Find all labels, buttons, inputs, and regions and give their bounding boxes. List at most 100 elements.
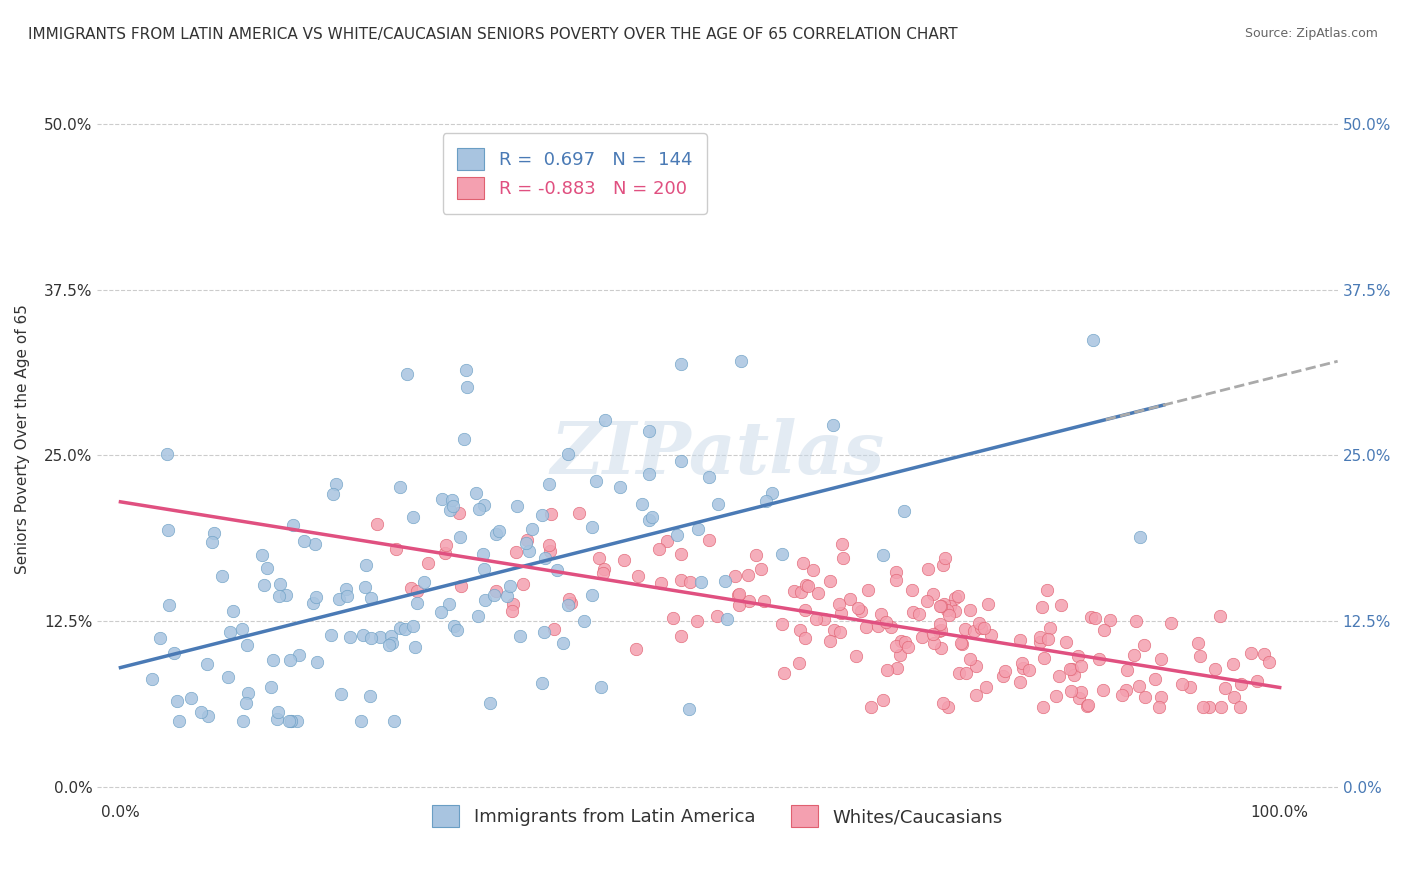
- Point: [770, 616, 793, 631]
- Point: [531, 675, 554, 690]
- Point: [641, 509, 664, 524]
- Point: [818, 634, 841, 648]
- Point: [849, 604, 872, 618]
- Point: [335, 582, 357, 596]
- Point: [534, 551, 557, 566]
- Point: [797, 579, 820, 593]
- Point: [274, 588, 297, 602]
- Point: [266, 712, 288, 726]
- Point: [807, 586, 830, 600]
- Point: [1098, 613, 1121, 627]
- Point: [1111, 688, 1133, 702]
- Point: [1039, 621, 1062, 635]
- Point: [818, 574, 841, 589]
- Point: [1029, 635, 1052, 649]
- Point: [792, 556, 814, 570]
- Point: [540, 507, 562, 521]
- Point: [1080, 610, 1102, 624]
- Point: [538, 477, 561, 491]
- Point: [872, 549, 894, 563]
- Point: [1070, 685, 1092, 699]
- Point: [949, 636, 972, 650]
- Point: [538, 544, 561, 558]
- Point: [328, 592, 350, 607]
- Point: [278, 714, 301, 728]
- Point: [434, 538, 457, 552]
- Point: [260, 680, 283, 694]
- Point: [250, 548, 273, 562]
- Point: [1229, 700, 1251, 714]
- Point: [965, 688, 987, 702]
- Point: [773, 665, 796, 680]
- Point: [917, 562, 939, 576]
- Point: [669, 547, 692, 561]
- Point: [488, 524, 510, 538]
- Point: [336, 589, 359, 603]
- Point: [1067, 648, 1090, 663]
- Point: [959, 652, 981, 666]
- Point: [1198, 700, 1220, 714]
- Point: [922, 626, 945, 640]
- Point: [505, 545, 527, 559]
- Point: [231, 622, 253, 636]
- Point: [280, 714, 302, 728]
- Point: [967, 616, 990, 631]
- Point: [222, 603, 245, 617]
- Point: [1063, 668, 1085, 682]
- Point: [755, 494, 778, 508]
- Point: [886, 661, 908, 675]
- Point: [389, 480, 412, 494]
- Point: [543, 622, 565, 636]
- Point: [994, 664, 1017, 678]
- Point: [1008, 675, 1031, 690]
- Point: [806, 612, 828, 626]
- Point: [749, 562, 772, 576]
- Point: [936, 700, 959, 714]
- Point: [783, 584, 806, 599]
- Point: [648, 542, 671, 557]
- Point: [499, 579, 522, 593]
- Point: [662, 611, 685, 625]
- Point: [1088, 652, 1111, 666]
- Point: [517, 544, 540, 558]
- Point: [467, 609, 489, 624]
- Point: [845, 649, 868, 664]
- Point: [368, 631, 391, 645]
- Point: [855, 620, 877, 634]
- Point: [1091, 682, 1114, 697]
- Point: [581, 520, 603, 534]
- Point: [359, 689, 381, 703]
- Point: [558, 591, 581, 606]
- Point: [637, 513, 659, 527]
- Point: [1011, 656, 1033, 670]
- Point: [1069, 690, 1091, 705]
- Point: [890, 634, 912, 648]
- Point: [828, 597, 851, 611]
- Point: [485, 584, 508, 599]
- Point: [624, 642, 647, 657]
- Point: [402, 510, 425, 524]
- Point: [366, 516, 388, 531]
- Point: [929, 599, 952, 613]
- Point: [931, 624, 953, 638]
- Point: [1045, 689, 1067, 703]
- Y-axis label: Seniors Poverty Over the Age of 65: Seniors Poverty Over the Age of 65: [15, 304, 30, 574]
- Point: [446, 623, 468, 637]
- Point: [546, 563, 568, 577]
- Point: [666, 527, 689, 541]
- Point: [737, 568, 759, 582]
- Point: [934, 597, 956, 611]
- Point: [1180, 681, 1202, 695]
- Point: [474, 498, 496, 512]
- Point: [180, 690, 202, 705]
- Text: Source: ZipAtlas.com: Source: ZipAtlas.com: [1244, 27, 1378, 40]
- Point: [581, 588, 603, 602]
- Point: [686, 522, 709, 536]
- Point: [219, 625, 242, 640]
- Point: [454, 363, 477, 377]
- Point: [1122, 648, 1144, 662]
- Point: [744, 548, 766, 562]
- Point: [1230, 677, 1253, 691]
- Point: [156, 447, 179, 461]
- Point: [894, 634, 917, 648]
